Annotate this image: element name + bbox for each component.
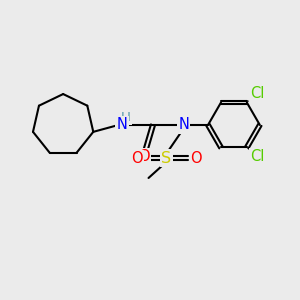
Text: S: S bbox=[161, 151, 171, 166]
Text: Cl: Cl bbox=[250, 149, 264, 164]
Text: O: O bbox=[190, 151, 202, 166]
Text: N: N bbox=[178, 118, 189, 133]
Text: N: N bbox=[117, 118, 128, 133]
Text: H: H bbox=[121, 111, 131, 124]
Text: Cl: Cl bbox=[250, 86, 264, 101]
Text: O: O bbox=[131, 151, 142, 166]
Text: O: O bbox=[138, 149, 149, 164]
